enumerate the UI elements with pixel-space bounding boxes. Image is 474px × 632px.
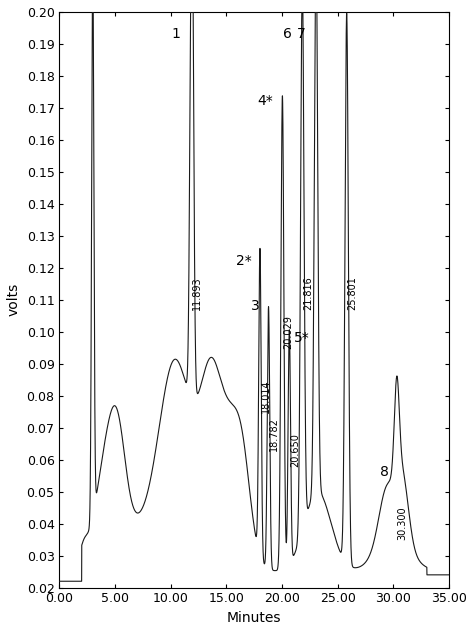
Text: 3: 3 [250, 298, 259, 313]
Text: 1: 1 [172, 27, 181, 40]
Text: 18.014: 18.014 [261, 379, 271, 413]
X-axis label: Minutes: Minutes [227, 611, 282, 625]
Text: 6: 6 [283, 27, 292, 40]
Text: 7: 7 [297, 27, 306, 40]
Text: 2*: 2* [236, 254, 251, 268]
Text: 20.650: 20.650 [290, 433, 300, 467]
Text: 5*: 5* [294, 331, 310, 344]
Text: 21.816: 21.816 [303, 277, 313, 310]
Y-axis label: volts: volts [7, 283, 21, 317]
Text: 18.782: 18.782 [269, 417, 279, 451]
Text: 11.893: 11.893 [192, 277, 202, 310]
Text: 25.801: 25.801 [347, 276, 357, 310]
Text: 20.029: 20.029 [283, 315, 293, 349]
Text: 30.300: 30.300 [397, 507, 407, 540]
Text: 4*: 4* [257, 94, 273, 108]
Text: 8: 8 [380, 465, 389, 479]
